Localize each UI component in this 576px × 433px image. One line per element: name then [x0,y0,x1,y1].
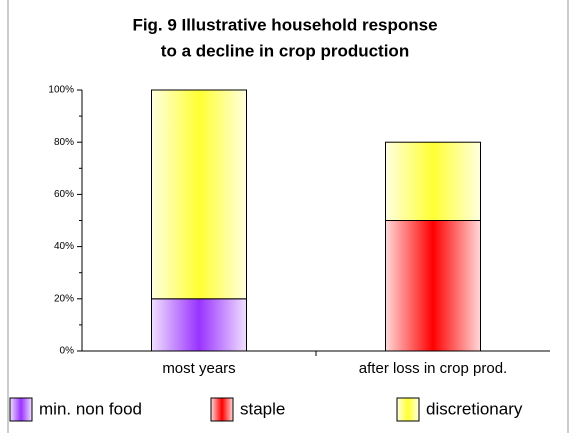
legend-swatch [210,397,234,422]
y-tick-label: 20% [54,293,74,304]
bar-segment [385,220,481,352]
chart-title: Fig. 9 Illustrative household response [132,15,437,34]
bar-segment [385,141,481,221]
legend-label: staple [240,399,285,418]
x-tick-label: after loss in crop prod. [359,360,507,377]
legend-swatch [396,397,420,422]
bar-segment [151,89,247,300]
y-tick-label: 60% [54,189,74,200]
bar-segment [151,298,247,352]
x-tick-label: most years [162,360,235,377]
y-tick-label: 80% [54,137,74,148]
y-tick-label: 40% [54,241,74,252]
y-tick-label: 100% [48,85,74,96]
legend-swatch [9,397,33,422]
legend-label: min. non food [39,399,142,418]
y-tick-label: 0% [60,346,75,357]
legend-label: discretionary [426,399,523,418]
chart-title: to a decline in crop production [161,41,409,60]
